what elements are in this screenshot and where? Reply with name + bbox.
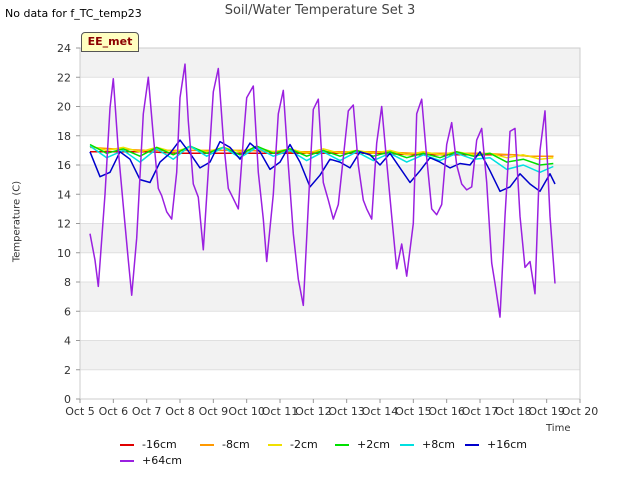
grid-band: [80, 77, 580, 107]
grid-band: [80, 252, 580, 282]
series-lines: [89, 63, 556, 318]
y-tick-label: 18: [57, 130, 71, 143]
chart-title: Soil/Water Temperature Set 3: [224, 3, 416, 18]
x-tick-label: Oct 13: [328, 405, 365, 418]
legend-swatch: [120, 443, 134, 446]
x-tick-label: Oct 8: [165, 405, 195, 418]
y-tick-label: 22: [57, 71, 71, 84]
x-tick-label: Oct 10: [228, 405, 265, 418]
x-tick-label: Oct 17: [462, 405, 499, 418]
x-tick-label: Oct 6: [99, 405, 129, 418]
grid-band: [80, 223, 580, 253]
grid-band: [80, 369, 580, 399]
y-axis-label: Temperature (C): [11, 180, 23, 263]
legend-label: -16cm: [142, 438, 177, 451]
legend-item: -8cm: [200, 438, 250, 451]
y-tick-label: 4: [64, 335, 71, 348]
x-tick-label: Oct 5: [65, 405, 95, 418]
x-tick-label: Oct 15: [395, 405, 432, 418]
grid-band: [80, 165, 580, 195]
y-tick-label: 16: [57, 159, 71, 172]
legend-item: +8cm: [400, 438, 455, 451]
y-tick-label: 14: [57, 188, 71, 201]
legend-label: +16cm: [487, 438, 527, 451]
grid-band: [80, 340, 580, 370]
series-line-16cm: [89, 139, 556, 193]
legend-label: +64cm: [142, 454, 182, 467]
x-tick-label: Oct 9: [199, 405, 229, 418]
legend-swatch: [335, 443, 349, 446]
x-axis-label: Time: [546, 423, 571, 434]
y-tick-label: 0: [64, 393, 71, 406]
grid-band: [80, 282, 580, 312]
x-tick-label: Oct 20: [562, 405, 599, 418]
y-tick-label: 8: [64, 276, 71, 289]
legend-swatch: [465, 443, 479, 446]
y-tick-label: 20: [57, 101, 71, 114]
y-tick-label: 10: [57, 247, 71, 260]
x-tick-label: Oct 7: [132, 405, 162, 418]
grid-bands: [80, 48, 580, 400]
x-tick-label: Oct 11: [262, 405, 299, 418]
x-tick-label: Oct 12: [295, 405, 332, 418]
legend-item: +2cm: [335, 438, 390, 451]
y-tick-label: 2: [64, 364, 71, 377]
legend-swatch: [268, 443, 282, 446]
y-tick-label: 6: [64, 305, 71, 318]
grid-band: [80, 311, 580, 341]
site-badge: EE_met: [81, 32, 139, 52]
legend-label: +8cm: [422, 438, 455, 451]
legend-label: +2cm: [357, 438, 390, 451]
series-line-2cm: [89, 143, 554, 166]
series-line-64cm: [89, 63, 556, 318]
legend-item: +16cm: [465, 438, 527, 451]
y-tick-label: 24: [57, 42, 71, 55]
legend-swatch: [120, 459, 134, 462]
legend-label: -2cm: [290, 438, 318, 451]
no-data-note: No data for f_TC_temp23: [5, 7, 142, 20]
x-tick-label: Oct 18: [495, 405, 532, 418]
legend-item: -16cm: [120, 438, 177, 451]
grid-band: [80, 106, 580, 136]
legend-swatch: [400, 443, 414, 446]
y-tick-label: 12: [57, 218, 71, 231]
legend-label: -8cm: [222, 438, 250, 451]
x-tick-label: Oct 14: [362, 405, 399, 418]
x-tick-label: Oct 16: [428, 405, 465, 418]
grid-band: [80, 48, 580, 78]
x-tick-label: Oct 19: [528, 405, 565, 418]
legend-item: -2cm: [268, 438, 318, 451]
legend-item: +64cm: [120, 454, 182, 467]
legend-swatch: [200, 443, 214, 446]
